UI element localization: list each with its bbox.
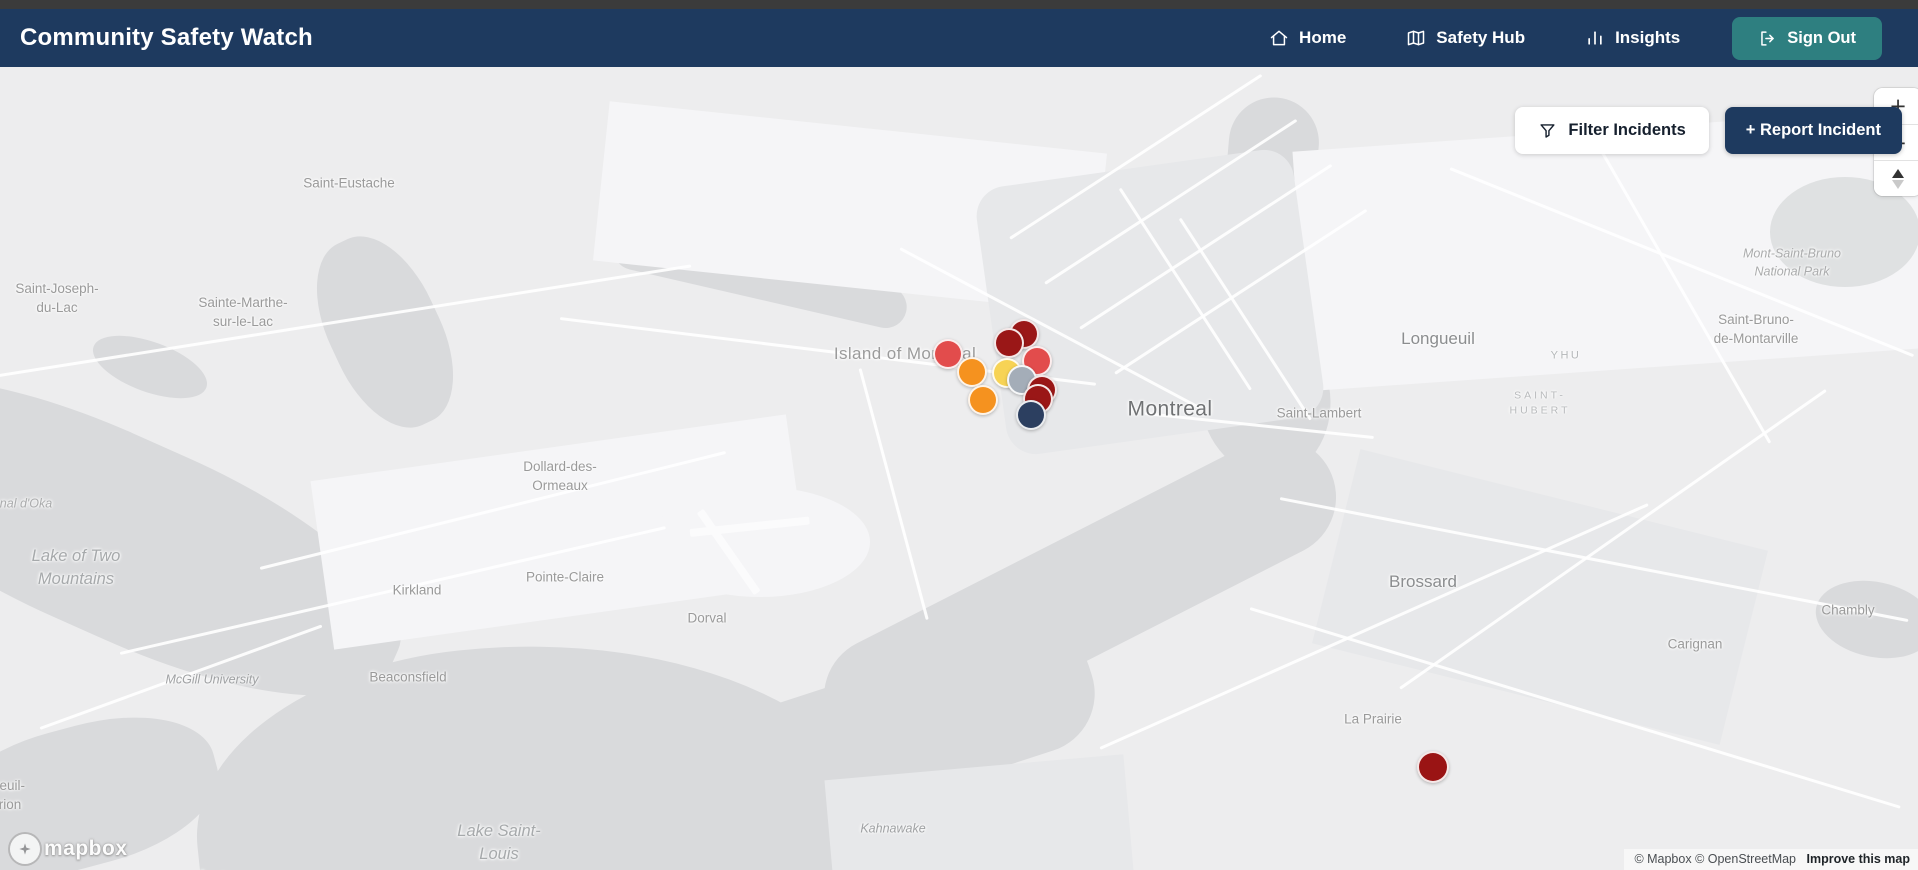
incident-marker[interactable]: [1417, 751, 1449, 783]
map-attribution: © Mapbox © OpenStreetMap Improve this ma…: [1624, 849, 1918, 870]
bar-chart-icon: [1588, 31, 1602, 45]
nav-safety-hub-label: Safety Hub: [1436, 28, 1526, 47]
land-patch-airport: [650, 487, 870, 597]
nav-item-insights[interactable]: Insights: [1585, 28, 1680, 48]
compass-south-icon: [1892, 179, 1904, 189]
funnel-icon: [1540, 124, 1555, 138]
attribution-mapbox-link[interactable]: © Mapbox: [1634, 852, 1692, 866]
incident-marker[interactable]: [933, 339, 963, 369]
map-place-label: SAINT- HUBERT: [1509, 389, 1571, 416]
map-canvas[interactable]: Saint-Eustache Saint-Joseph- du-Lac Sainte…: [0, 67, 1918, 870]
report-incident-button[interactable]: + Report Incident: [1724, 107, 1902, 154]
water-lake-arm: [292, 218, 478, 446]
home-icon: [1270, 30, 1288, 46]
nav-home-label: Home: [1299, 28, 1347, 47]
map-place-label: Saint-Eustache: [303, 175, 395, 191]
incident-marker[interactable]: [968, 385, 998, 415]
land-patch: [1312, 449, 1768, 745]
incident-marker[interactable]: [994, 328, 1024, 358]
sign-out-label: Sign Out: [1787, 28, 1856, 47]
improve-this-map-link[interactable]: Improve this map: [1806, 852, 1911, 866]
mapbox-logo-icon: [10, 834, 40, 864]
compass-button[interactable]: [1874, 160, 1918, 196]
incident-marker[interactable]: [1016, 400, 1046, 430]
top-navbar: Community Safety Watch Home Safety Hub I…: [0, 9, 1918, 67]
report-incident-label: + Report Incident: [1745, 121, 1881, 139]
nav-insights-label: Insights: [1615, 28, 1681, 47]
attribution-osm-link[interactable]: © OpenStreetMap: [1695, 852, 1797, 866]
map-place-label: Dorval: [687, 610, 727, 626]
map-place-label: La Prairie: [1344, 711, 1402, 727]
filter-incidents-label: Filter Incidents: [1568, 121, 1686, 139]
nav-item-safety-hub[interactable]: Safety Hub: [1406, 28, 1525, 48]
water-pond: [85, 322, 215, 412]
mapbox-logo[interactable]: mapbox: [10, 834, 128, 864]
incident-marker[interactable]: [957, 357, 987, 387]
logout-icon: [1761, 30, 1775, 46]
sign-out-button[interactable]: Sign Out: [1732, 16, 1882, 60]
app-title: Community Safety Watch: [20, 24, 313, 51]
window-chrome-strip: [0, 0, 1918, 9]
compass-north-icon: [1892, 168, 1904, 178]
map-navigation-control: + −: [1874, 88, 1918, 196]
road-line: [858, 368, 929, 621]
map-icon: [1408, 30, 1425, 46]
incident-marker[interactable]: [1022, 346, 1052, 376]
filter-incidents-button[interactable]: Filter Incidents: [1515, 107, 1709, 154]
main-nav: Home Safety Hub Insights Sign Out: [1269, 16, 1918, 60]
map-place-label: Sainte-Marthe- sur-le-Lac: [198, 295, 288, 329]
map-place-label: Saint-Joseph- du-Lac: [15, 281, 99, 315]
map-action-buttons: Filter Incidents + Report Incident: [1515, 107, 1902, 154]
nav-item-home[interactable]: Home: [1269, 28, 1346, 48]
mapbox-wordmark: mapbox: [44, 837, 128, 860]
